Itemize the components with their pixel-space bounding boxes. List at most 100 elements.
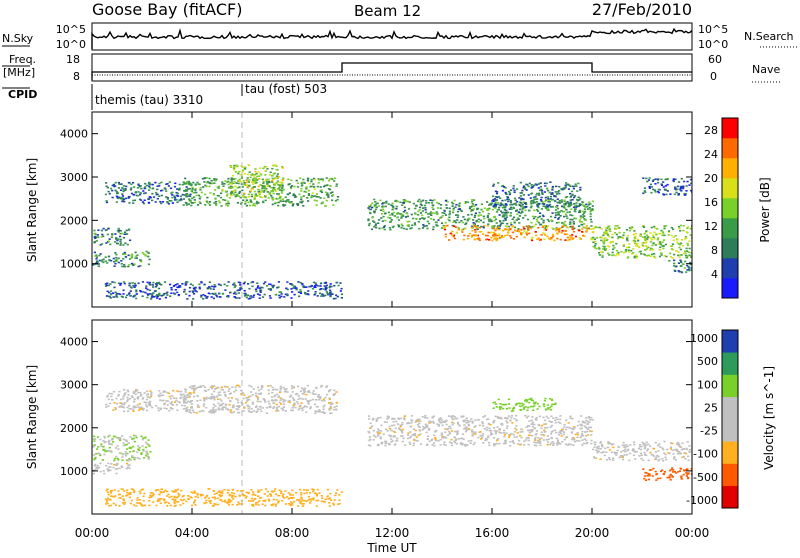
data-cell xyxy=(585,417,587,419)
data-cell xyxy=(167,400,169,402)
data-cell xyxy=(95,234,97,236)
data-cell xyxy=(608,236,610,238)
data-cell xyxy=(197,204,199,206)
data-cell xyxy=(149,451,151,453)
data-cell xyxy=(396,213,398,215)
data-cell xyxy=(588,204,590,206)
data-cell xyxy=(128,394,130,396)
data-cell xyxy=(238,183,240,185)
data-cell xyxy=(103,473,105,475)
data-cell xyxy=(275,294,277,296)
data-cell xyxy=(665,256,667,258)
data-cell xyxy=(149,187,151,189)
data-cell xyxy=(474,216,476,218)
data-cell xyxy=(308,390,310,392)
data-cell xyxy=(273,285,275,287)
data-cell xyxy=(559,415,561,417)
data-cell xyxy=(687,441,689,443)
data-cell xyxy=(671,235,673,237)
noise-tick-left-top: 10^5 xyxy=(56,23,86,36)
data-cell xyxy=(334,177,336,179)
data-cell xyxy=(138,409,140,411)
data-cell xyxy=(288,201,290,203)
data-cell xyxy=(209,201,211,203)
data-cell xyxy=(642,244,644,246)
data-cell xyxy=(128,196,130,198)
data-cell xyxy=(686,475,688,477)
data-cell xyxy=(524,202,526,204)
data-cell xyxy=(142,397,144,399)
data-cell xyxy=(400,418,402,420)
data-cell xyxy=(471,230,473,232)
data-cell xyxy=(230,409,232,411)
data-cell xyxy=(117,238,119,240)
data-cell xyxy=(237,173,239,175)
data-cell xyxy=(532,426,534,428)
data-cell xyxy=(124,393,126,395)
data-cell xyxy=(278,202,280,204)
data-cell xyxy=(606,459,608,461)
data-cell xyxy=(228,390,230,392)
data-cell xyxy=(593,227,595,229)
data-cell xyxy=(133,459,135,461)
data-cell xyxy=(128,182,130,184)
data-cell xyxy=(251,196,253,198)
data-cell xyxy=(494,216,496,218)
data-cell xyxy=(452,422,454,424)
data-cell xyxy=(252,296,254,298)
data-cell xyxy=(257,171,259,173)
data-cell xyxy=(608,254,610,256)
data-cell xyxy=(215,178,217,180)
data-cell xyxy=(433,422,435,424)
data-cell xyxy=(321,412,323,414)
data-cell xyxy=(125,186,127,188)
data-cell xyxy=(567,184,569,186)
data-cell xyxy=(677,186,679,188)
power-ylabel: Slant Range [km] xyxy=(25,158,39,262)
data-cell xyxy=(189,194,191,196)
data-cell xyxy=(277,205,279,207)
data-cell xyxy=(137,445,139,447)
data-cell xyxy=(285,288,287,290)
data-cell xyxy=(564,439,566,441)
data-cell xyxy=(297,386,299,388)
data-cell xyxy=(640,449,642,451)
data-cell xyxy=(176,188,178,190)
data-cell xyxy=(482,233,484,235)
data-cell xyxy=(293,403,295,405)
data-cell xyxy=(557,198,559,200)
data-cell xyxy=(668,230,670,232)
data-cell xyxy=(663,235,665,237)
data-cell xyxy=(684,267,686,269)
data-cell xyxy=(392,206,394,208)
data-cell xyxy=(93,454,95,456)
data-cell xyxy=(378,228,380,230)
data-cell xyxy=(264,166,266,168)
data-cell xyxy=(523,444,525,446)
data-cell xyxy=(107,405,109,407)
data-cell xyxy=(273,499,275,501)
data-cell xyxy=(117,448,119,450)
data-cell xyxy=(280,397,282,399)
data-cell xyxy=(171,395,173,397)
data-cell xyxy=(441,222,443,224)
data-cell xyxy=(484,208,486,210)
data-cell xyxy=(211,396,213,398)
data-cell xyxy=(648,186,650,188)
data-cell xyxy=(561,201,563,203)
data-cell xyxy=(196,387,198,389)
data-cell xyxy=(125,256,127,258)
data-cell xyxy=(541,432,543,434)
data-cell xyxy=(641,454,643,456)
data-cell xyxy=(126,400,128,402)
data-cell xyxy=(127,467,129,469)
data-cell xyxy=(383,206,385,208)
data-cell xyxy=(213,397,215,399)
data-cell xyxy=(270,385,272,387)
data-cell xyxy=(518,197,520,199)
data-cell xyxy=(418,228,420,230)
data-cell xyxy=(272,387,274,389)
data-cell xyxy=(218,409,220,411)
data-cell xyxy=(445,236,447,238)
data-cell xyxy=(411,422,413,424)
